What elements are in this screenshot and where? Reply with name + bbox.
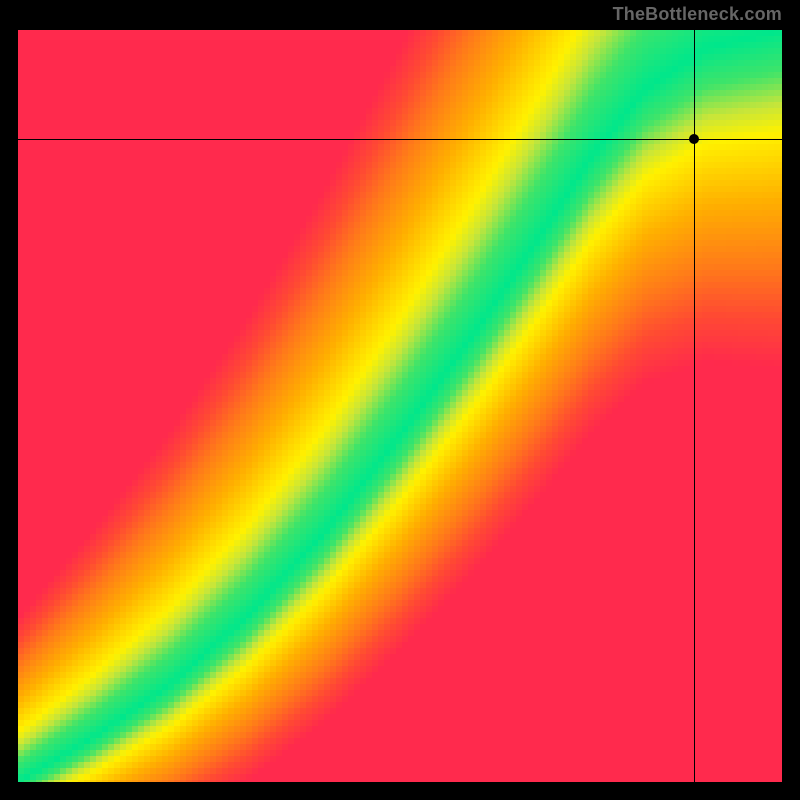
bottleneck-heatmap-canvas <box>18 30 782 782</box>
crosshair-marker-dot <box>689 134 699 144</box>
heatmap-plot-area <box>18 30 782 782</box>
chart-container: TheBottleneck.com <box>0 0 800 800</box>
crosshair-horizontal <box>18 139 782 140</box>
watermark-label: TheBottleneck.com <box>613 4 782 25</box>
